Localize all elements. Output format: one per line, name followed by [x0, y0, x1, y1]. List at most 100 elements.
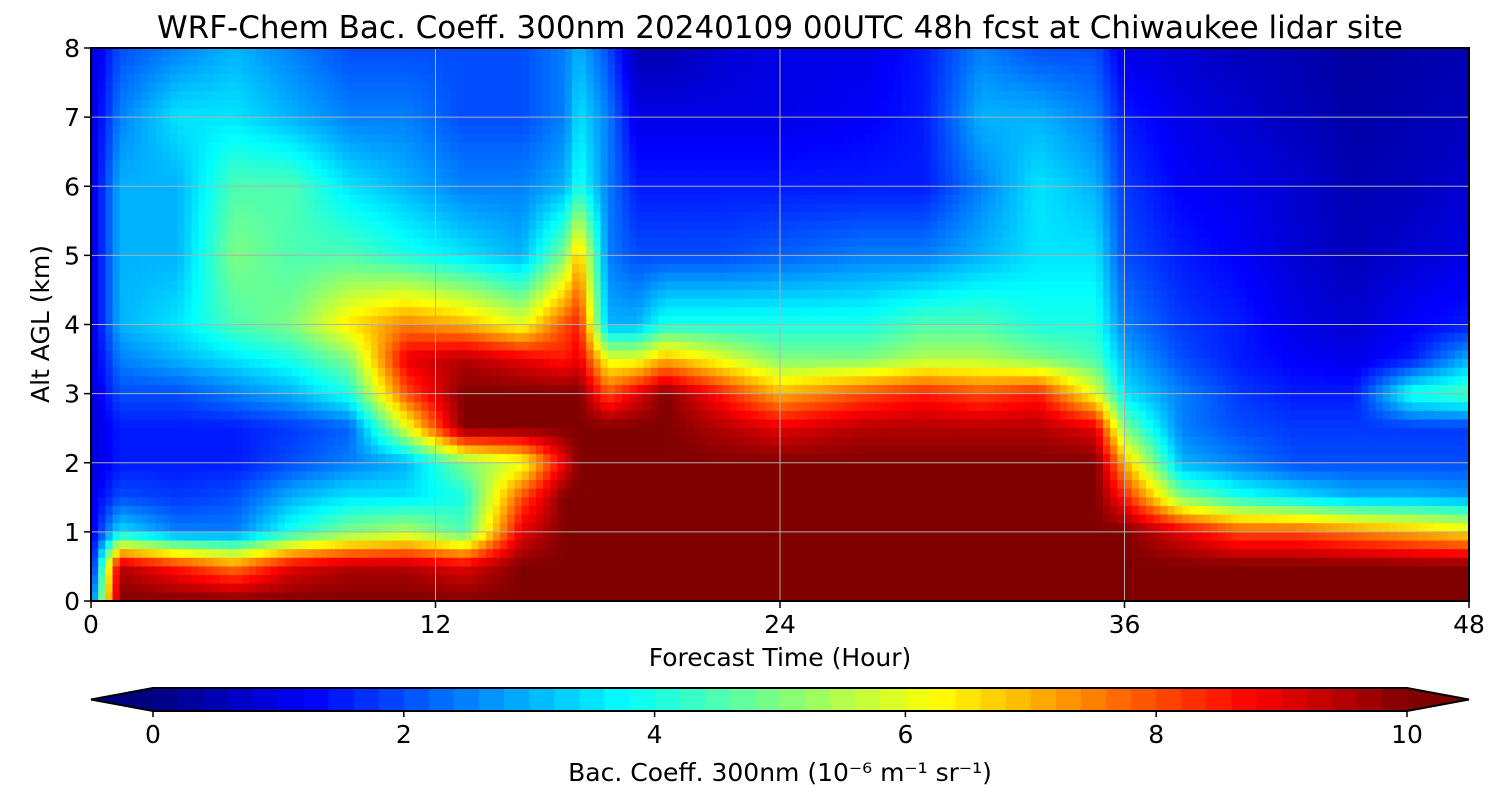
heatmap-cell — [177, 143, 185, 153]
heatmap-cell — [744, 255, 752, 265]
heatmap-cell — [1361, 48, 1370, 58]
heatmap-cell — [550, 238, 559, 248]
heatmap-cell — [657, 194, 666, 205]
heatmap-cell — [313, 108, 322, 118]
heatmap-cell — [1253, 48, 1262, 58]
heatmap-cell — [335, 48, 343, 58]
heatmap-cell — [198, 194, 207, 205]
heatmap-cell — [320, 143, 329, 153]
heatmap-cell — [342, 168, 350, 179]
heatmap-cell — [1009, 212, 1018, 222]
heatmap-cell — [830, 177, 839, 187]
heatmap-cell — [1411, 108, 1420, 118]
heatmap-cell — [378, 264, 386, 274]
heatmap-cell — [937, 99, 946, 110]
heatmap-cell — [1138, 99, 1147, 110]
heatmap-cell — [406, 143, 415, 153]
heatmap-cell — [1303, 65, 1312, 75]
heatmap-cell — [1303, 56, 1312, 66]
heatmap-cell — [392, 238, 401, 248]
heatmap-cell — [550, 82, 559, 92]
heatmap-cell — [306, 117, 315, 127]
heatmap-cell — [830, 91, 839, 101]
heatmap-cell — [1016, 99, 1025, 110]
heatmap-cell — [248, 220, 257, 231]
heatmap-cell — [1346, 99, 1355, 110]
heatmap-cell — [614, 134, 623, 144]
heatmap-cell — [801, 177, 810, 187]
heatmap-cell — [1232, 177, 1240, 187]
heatmap-cell — [801, 65, 810, 75]
heatmap-cell — [535, 48, 544, 58]
heatmap-cell — [500, 203, 508, 213]
heatmap-cell — [657, 108, 666, 118]
heatmap-cell — [622, 177, 630, 187]
heatmap-cell — [1067, 212, 1075, 222]
heatmap-cell — [306, 99, 315, 110]
heatmap-cell — [378, 65, 386, 75]
heatmap-cell — [966, 99, 975, 110]
heatmap-cell — [758, 99, 767, 110]
heatmap-cell — [751, 160, 760, 170]
heatmap-cell — [220, 82, 228, 92]
heatmap-cell — [729, 220, 738, 231]
heatmap-cell — [313, 56, 322, 66]
heatmap-cell — [306, 143, 315, 153]
heatmap-cell — [464, 151, 472, 161]
heatmap-cell — [248, 134, 257, 144]
heatmap-cell — [830, 186, 839, 196]
heatmap-cell — [902, 134, 910, 144]
heatmap-cell — [184, 48, 193, 58]
heatmap-cell — [1167, 48, 1176, 58]
heatmap-cell — [902, 168, 910, 179]
heatmap-cell — [1110, 264, 1118, 274]
heatmap-cell — [306, 82, 315, 92]
heatmap-cell — [535, 194, 544, 205]
heatmap-cell — [1203, 143, 1212, 153]
heatmap-cell — [270, 99, 279, 110]
heatmap-cell — [1246, 108, 1255, 118]
heatmap-cell — [1203, 194, 1212, 205]
heatmap-cell — [370, 117, 379, 127]
heatmap-cell — [1189, 65, 1197, 75]
heatmap-cell — [126, 194, 135, 205]
heatmap-cell — [995, 264, 1004, 274]
heatmap-cell — [1311, 125, 1319, 136]
heatmap-cell — [736, 82, 745, 92]
heatmap-cell — [873, 255, 882, 265]
heatmap-cell — [801, 264, 810, 274]
heatmap-cell — [607, 168, 616, 179]
heatmap-cell — [622, 125, 630, 136]
heatmap-cell — [1289, 194, 1298, 205]
heatmap-cell — [1303, 134, 1312, 144]
heatmap-cell — [902, 48, 910, 58]
heatmap-cell — [973, 177, 982, 187]
heatmap-cell — [1433, 73, 1441, 84]
heatmap-cell — [988, 194, 996, 205]
heatmap-cell — [1246, 73, 1255, 84]
heatmap-cell — [980, 168, 989, 179]
heatmap-cell — [492, 255, 501, 265]
heatmap-cell — [844, 125, 853, 136]
heatmap-cell — [1368, 99, 1377, 110]
heatmap-cell — [521, 264, 530, 274]
heatmap-cell — [313, 186, 322, 196]
heatmap-cell — [299, 186, 307, 196]
heatmap-cell — [528, 82, 537, 92]
heatmap-cell — [1117, 220, 1126, 231]
heatmap-cell — [1282, 186, 1291, 196]
heatmap-cell — [579, 56, 587, 66]
heatmap-cell — [902, 160, 910, 170]
heatmap-cell — [1239, 160, 1248, 170]
heatmap-cell — [191, 264, 200, 274]
heatmap-cell — [535, 143, 544, 153]
heatmap-cell — [177, 134, 185, 144]
heatmap-cell — [837, 177, 846, 187]
heatmap-cell — [98, 194, 106, 205]
heatmap-cell — [507, 48, 516, 58]
heatmap-cell — [1052, 134, 1061, 144]
heatmap-cell — [342, 194, 350, 205]
heatmap-cell — [780, 203, 788, 213]
heatmap-cell — [980, 151, 989, 161]
heatmap-cell — [141, 160, 150, 170]
